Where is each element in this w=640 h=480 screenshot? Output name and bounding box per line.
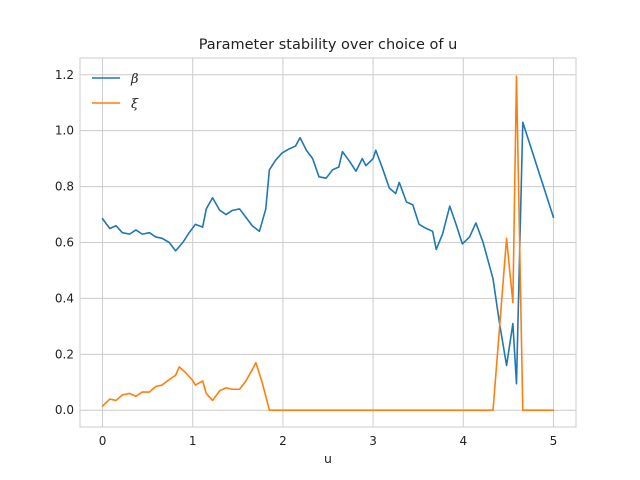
y-tick-label: 0.0 [55,403,74,417]
y-tick-label: 0.4 [55,291,74,305]
x-axis-ticks: 0 1 2 3 4 5 [99,434,558,448]
x-tick-label: 1 [189,434,197,448]
y-tick-label: 0.2 [55,347,74,361]
series-line-xi [101,75,555,412]
x-tick-label: 3 [369,434,377,448]
y-tick-label: 1.0 [55,124,74,138]
plot-area [79,57,577,428]
y-tick-label: 0.8 [55,180,74,194]
x-tick-label: 4 [459,434,467,448]
x-tick-label: 0 [99,434,107,448]
y-tick-label: 1.2 [55,68,74,82]
series-layer [101,75,555,412]
chart-title: Parameter stability over choice of u [199,37,458,53]
plot-frame [79,57,577,428]
x-tick-label: 5 [550,434,558,448]
y-axis-ticks: 0.0 0.2 0.4 0.6 0.8 1.0 1.2 [55,68,74,417]
x-tick-label: 2 [279,434,287,448]
y-tick-label: 0.6 [55,236,74,250]
legend-label: β [130,72,139,87]
series-line-beta [101,121,555,385]
x-axis-label: u [324,451,332,466]
legend-label: ξ [131,97,139,112]
legend: βξ [92,72,139,112]
